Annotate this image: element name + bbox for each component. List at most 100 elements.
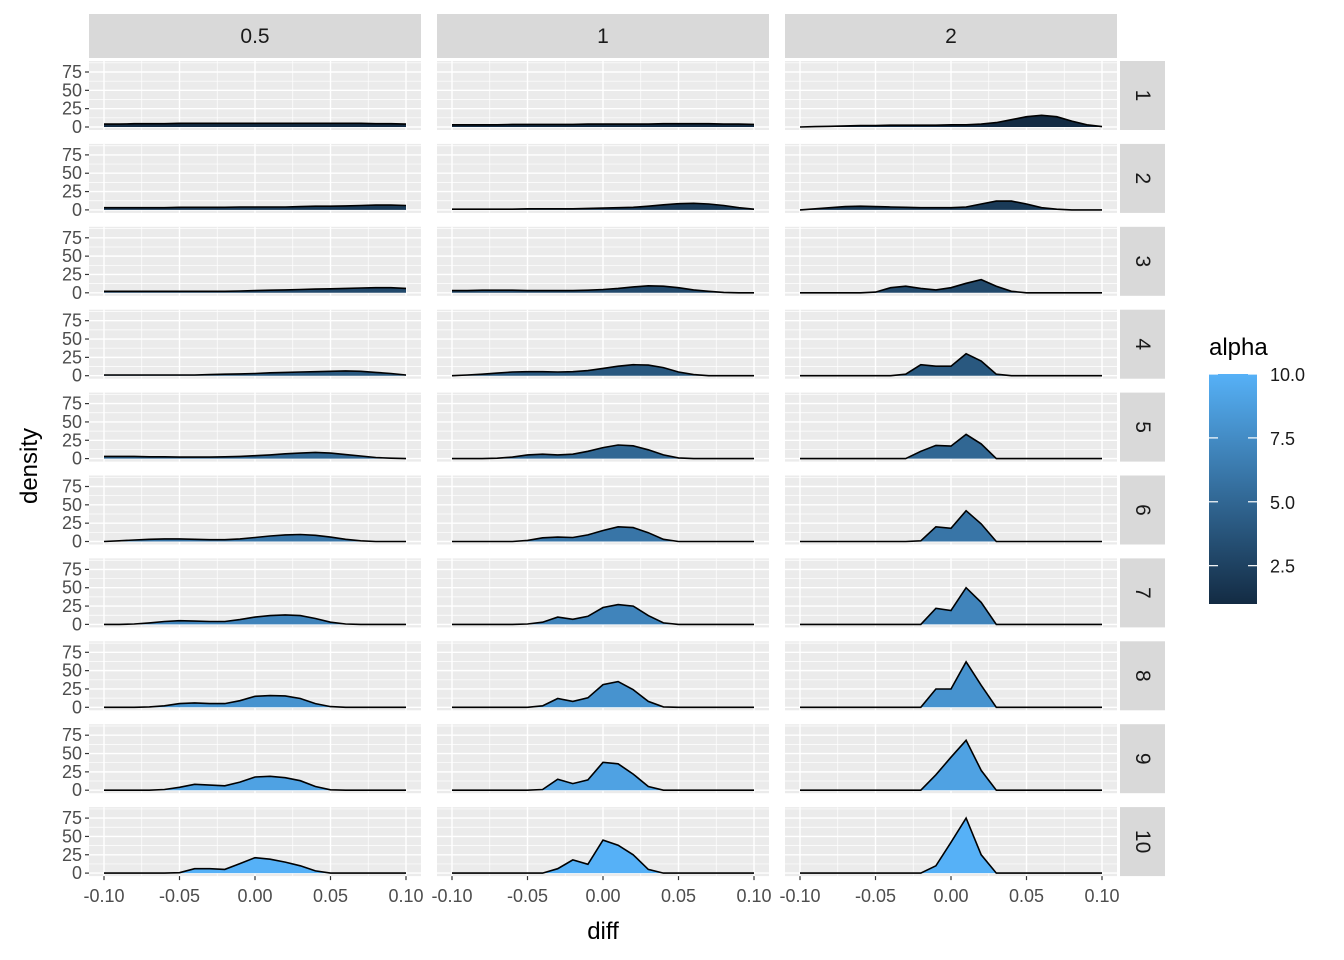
x-tick-label: 0.00: [585, 886, 620, 906]
col-strip-label: 1: [597, 25, 609, 48]
facet-panel: [89, 309, 421, 379]
density-area: [104, 123, 406, 127]
row-strip-label: 6: [1131, 504, 1154, 516]
y-tick-label: 50: [62, 80, 82, 100]
y-tick-label: 75: [62, 477, 82, 497]
col-strip: [785, 14, 1117, 58]
y-tick-label: 50: [62, 826, 82, 846]
y-tick-label: 25: [62, 182, 82, 202]
x-tick-label: 0.00: [933, 886, 968, 906]
density-outline: [800, 278, 1102, 294]
density-area: [800, 661, 1102, 708]
density-outline: [800, 816, 1102, 874]
facet-panel: [437, 724, 769, 794]
legend-tick-label: 10.0: [1270, 365, 1305, 385]
y-tick-label: 0: [72, 863, 82, 883]
facet-strips: 0.5 1 2 1 2 3 4 5 6 7 8 9 10: [89, 14, 1165, 877]
density-outline: [104, 122, 407, 125]
density-outline: [104, 370, 407, 376]
density-outline: [799, 114, 1103, 128]
y-tick-label: 75: [62, 311, 82, 331]
facet-panel: [89, 558, 421, 628]
density-area: [452, 840, 754, 874]
facet-panel: [437, 807, 769, 877]
x-tick-label: 0.05: [1009, 886, 1044, 906]
x-tick-label: -0.05: [855, 886, 896, 906]
y-tick-label: 50: [62, 578, 82, 598]
row-strip: [1120, 558, 1165, 628]
facet-panel: [437, 641, 769, 711]
density-area: [800, 279, 1102, 293]
density-outline: [800, 509, 1102, 543]
row-strip: [1120, 309, 1165, 379]
y-tick-label: 25: [62, 264, 82, 284]
facet-panel: [89, 724, 421, 794]
y-tick-label: 50: [62, 744, 82, 764]
facet-panel: [89, 475, 421, 545]
density-outline: [799, 200, 1102, 211]
row-strip-label: 7: [1131, 587, 1154, 599]
facet-panel: [89, 226, 421, 296]
col-strip-label: 2: [945, 25, 957, 48]
y-tick-label: 75: [62, 725, 82, 745]
panels-layer: [89, 61, 1117, 877]
x-tick-label: -0.10: [431, 886, 472, 906]
y-tick-label: 75: [62, 145, 82, 165]
facet-panel: [437, 475, 769, 545]
density-outline: [800, 660, 1102, 709]
col-strip: [437, 14, 769, 58]
y-axis-title: density: [16, 428, 43, 504]
density-outline: [104, 451, 407, 460]
facet-panel: [437, 558, 769, 628]
facet-panel: [785, 61, 1117, 130]
x-tick-label: -0.05: [159, 886, 200, 906]
facet-panel: [785, 475, 1117, 545]
y-tick-label: 25: [62, 845, 82, 865]
legend-title: alpha: [1209, 334, 1268, 361]
density-outline: [451, 363, 754, 377]
density-outline: [452, 680, 754, 709]
y-tick-label: 75: [62, 62, 82, 82]
density-outline: [104, 286, 407, 293]
row-strip: [1120, 807, 1165, 877]
row-strip: [1120, 475, 1165, 545]
row-strip-label: 10: [1131, 830, 1154, 853]
density-outline: [452, 202, 755, 210]
y-tick-label: 50: [62, 661, 82, 681]
facet-panel: [89, 143, 421, 213]
facet-panel: [785, 807, 1117, 877]
legend-tick-label: 5.0: [1270, 493, 1295, 513]
facet-panel: [89, 807, 421, 877]
x-axis-title: diff: [587, 918, 619, 945]
density-outline: [104, 775, 406, 791]
y-tick-label: 25: [62, 762, 82, 782]
y-tick-label: 0: [72, 780, 82, 800]
density-area: [104, 857, 406, 874]
y-tick-label: 50: [62, 495, 82, 515]
legend-ticks: 2.5 5.0 7.5 10.0: [1209, 365, 1305, 577]
y-tick-label: 0: [72, 366, 82, 386]
y-tick-label: 0: [72, 283, 82, 303]
density-area: [452, 762, 754, 791]
density-outline: [452, 525, 754, 543]
density-area: [452, 526, 754, 542]
density-outline: [452, 284, 754, 294]
row-strip: [1120, 226, 1165, 296]
density-outline: [800, 433, 1102, 460]
row-strip-label: 8: [1131, 670, 1154, 682]
facet-panel: [437, 392, 769, 462]
density-area: [800, 201, 1102, 210]
y-tick-label: 75: [62, 559, 82, 579]
density-outline: [800, 352, 1102, 377]
density-outline: [452, 839, 754, 874]
density-area: [104, 776, 406, 791]
density-outline: [104, 204, 407, 209]
density-area: [104, 614, 406, 625]
facet-panel: [785, 309, 1117, 379]
y-tick-label: 75: [62, 228, 82, 248]
row-strip: [1120, 143, 1165, 213]
density-outline: [103, 533, 406, 543]
y-tick-label: 50: [62, 246, 82, 266]
col-strip-label: 0.5: [240, 25, 269, 48]
